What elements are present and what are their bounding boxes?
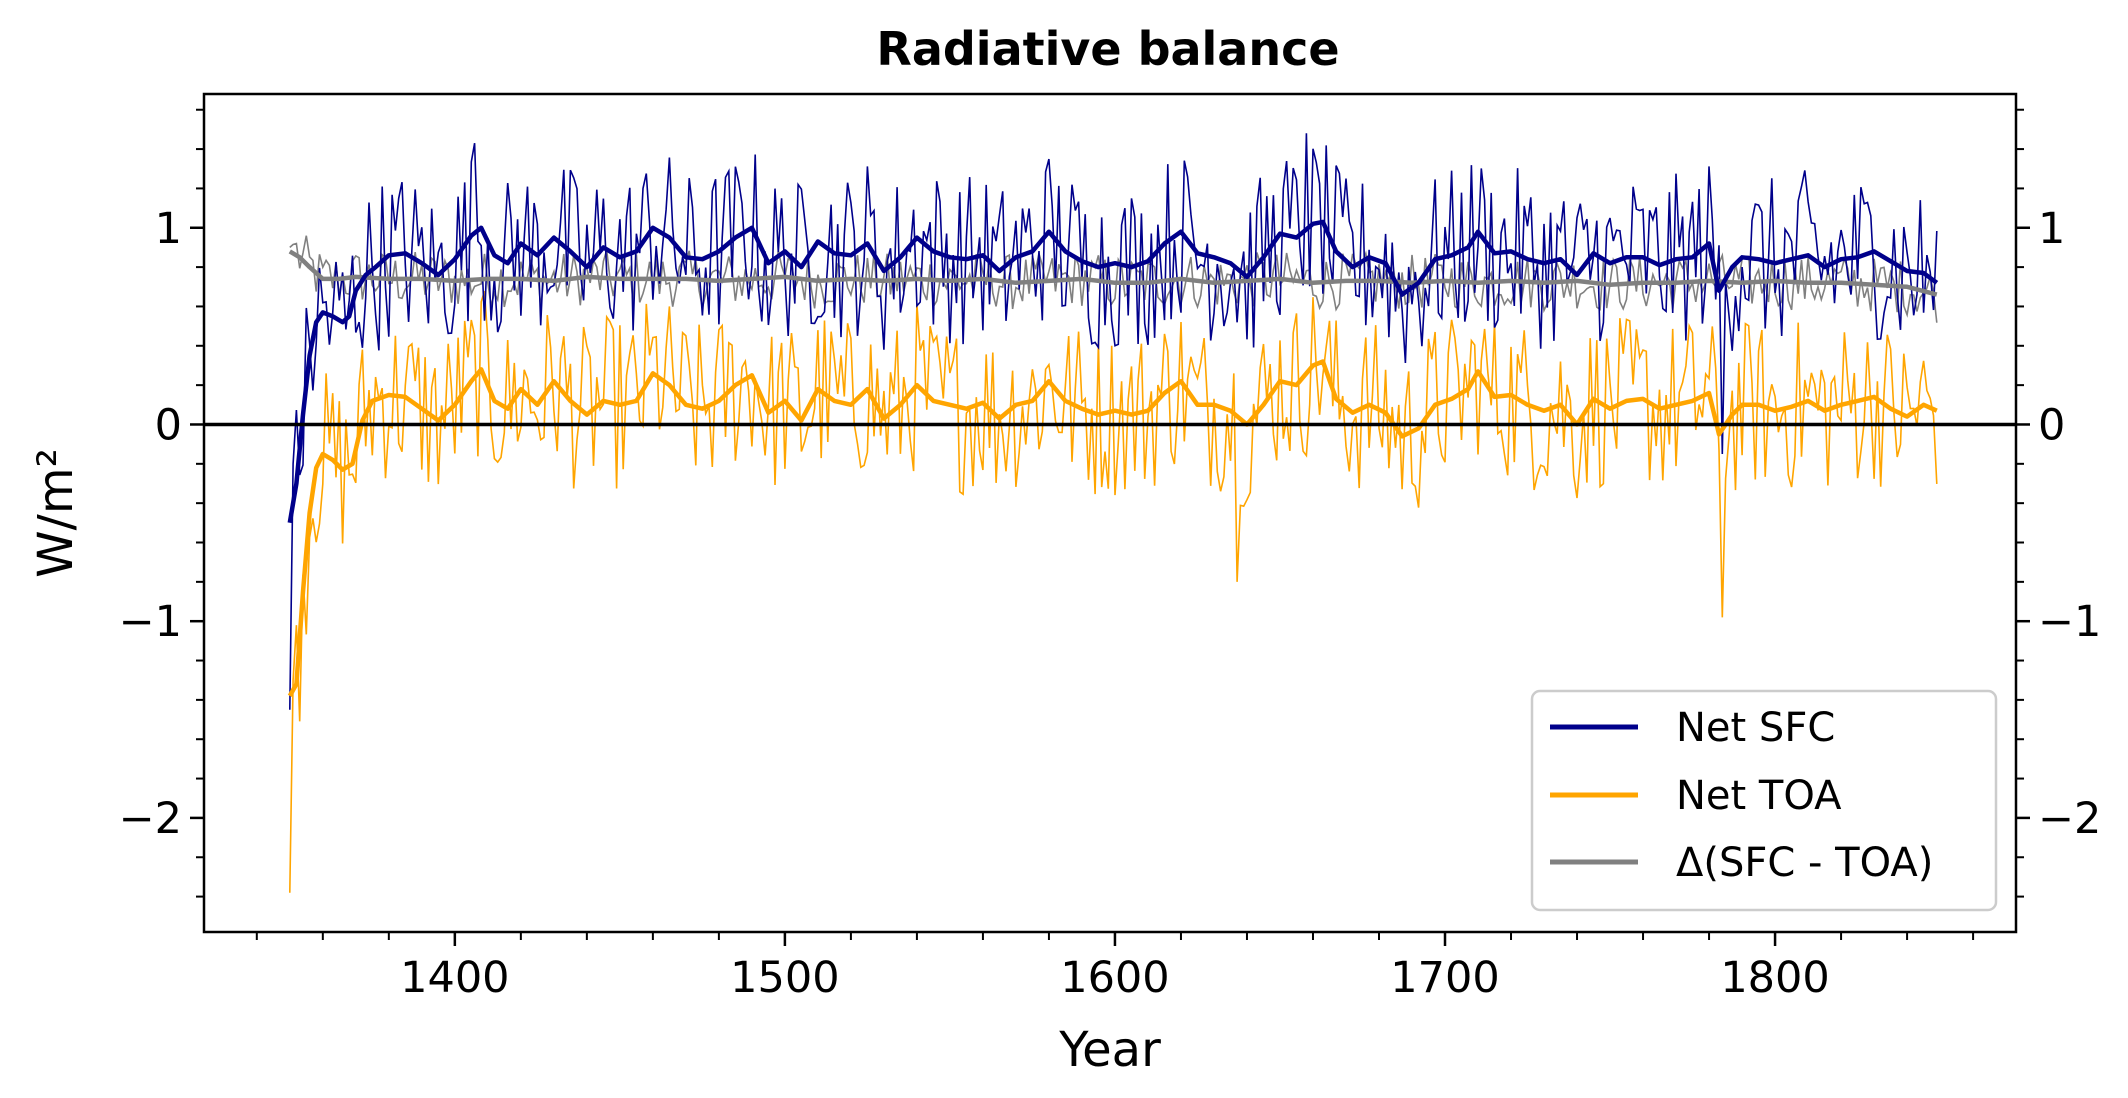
x-tick-label: 1600: [1060, 953, 1169, 1003]
x-tick-label: 1500: [730, 953, 839, 1003]
y-tick-label-right: −2: [2038, 794, 2101, 844]
smoothed-lines: [287, 219, 1939, 697]
legend-box: [1530, 689, 1998, 912]
x-tick-label: 1400: [400, 953, 509, 1003]
legend-label-net-toa: Net TOA: [1676, 773, 1842, 819]
y-tick-label-right: 0: [2038, 400, 2065, 450]
smoothed-line-1: [287, 359, 1938, 697]
raw-line-1: [289, 290, 1938, 893]
legend: Net SFC Net TOA Δ(SFC - TOA): [1530, 689, 1998, 912]
y-tick-label-left: −2: [119, 794, 182, 844]
raw-line-0: [289, 133, 1938, 710]
smoothed-line-0: [287, 219, 1939, 524]
y-tick-label-left: 1: [155, 204, 182, 254]
plot-frame: [202, 92, 2018, 934]
chart-title: Radiative balance: [876, 22, 1339, 76]
legend-label-net-sfc: Net SFC: [1676, 705, 1835, 751]
y-tick-label-right: 1: [2038, 204, 2065, 254]
y-axis-label: W/m²: [28, 448, 84, 578]
y-tick-label-right: −1: [2038, 597, 2101, 647]
axis-ticks: 1400 1500 1600 1700 1800 −2 −2 −1 −1 0 0 1 1: [119, 108, 2101, 1003]
y-tick-label-left: 0: [155, 400, 182, 450]
x-tick-label: 1700: [1390, 953, 1499, 1003]
y-tick-label-left: −1: [119, 597, 182, 647]
smoothed-line-2: [288, 249, 1938, 297]
x-tick-label: 1800: [1720, 953, 1829, 1003]
legend-label-delta: Δ(SFC - TOA): [1676, 840, 1933, 886]
x-axis-label: Year: [1058, 1022, 1161, 1078]
